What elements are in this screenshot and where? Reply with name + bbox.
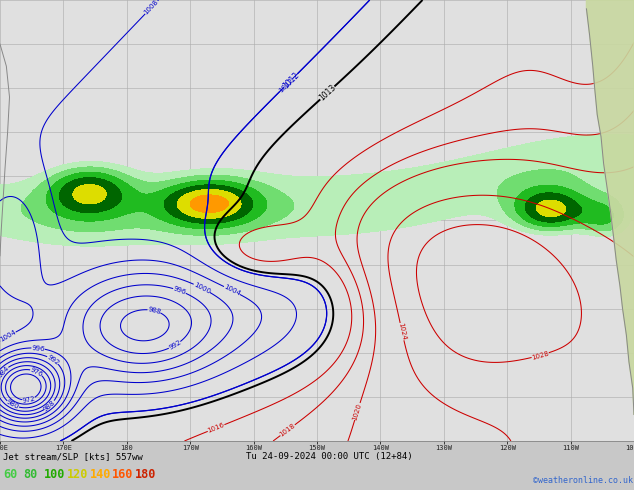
Text: 992: 992 xyxy=(167,339,182,351)
Text: 1008: 1008 xyxy=(143,0,160,16)
Text: 1012: 1012 xyxy=(278,77,294,94)
Text: 980: 980 xyxy=(5,399,20,411)
Text: 120: 120 xyxy=(67,468,88,481)
Text: 1016: 1016 xyxy=(207,422,226,434)
Text: 1000: 1000 xyxy=(192,281,211,295)
Text: 100: 100 xyxy=(44,468,65,481)
Text: 996: 996 xyxy=(172,286,187,296)
Text: 988: 988 xyxy=(147,306,162,315)
Text: 992: 992 xyxy=(46,354,60,366)
Text: Jet stream/SLP [kts] 557ww: Jet stream/SLP [kts] 557ww xyxy=(3,452,143,461)
Text: 1004: 1004 xyxy=(223,284,242,297)
Text: 1028: 1028 xyxy=(531,350,550,361)
Text: 160: 160 xyxy=(112,468,134,481)
Text: 1004: 1004 xyxy=(0,329,17,343)
Text: 1018: 1018 xyxy=(278,422,297,438)
Text: 180: 180 xyxy=(135,468,157,481)
Text: 1020: 1020 xyxy=(352,402,363,421)
Text: 996: 996 xyxy=(31,344,45,352)
Text: 1013: 1013 xyxy=(317,83,337,103)
Text: 976: 976 xyxy=(29,366,44,378)
Text: 972: 972 xyxy=(22,395,36,404)
Text: 60: 60 xyxy=(3,468,17,481)
Text: 984: 984 xyxy=(0,365,10,379)
Text: ©weatheronline.co.uk: ©weatheronline.co.uk xyxy=(533,476,633,485)
Text: 1024: 1024 xyxy=(397,322,407,341)
Text: 140: 140 xyxy=(89,468,111,481)
Text: Tu 24-09-2024 00:00 UTC (12+84): Tu 24-09-2024 00:00 UTC (12+84) xyxy=(247,452,413,461)
Text: 1012: 1012 xyxy=(281,71,301,91)
Text: 80: 80 xyxy=(23,468,37,481)
Polygon shape xyxy=(586,0,634,415)
Text: 988: 988 xyxy=(42,399,56,413)
